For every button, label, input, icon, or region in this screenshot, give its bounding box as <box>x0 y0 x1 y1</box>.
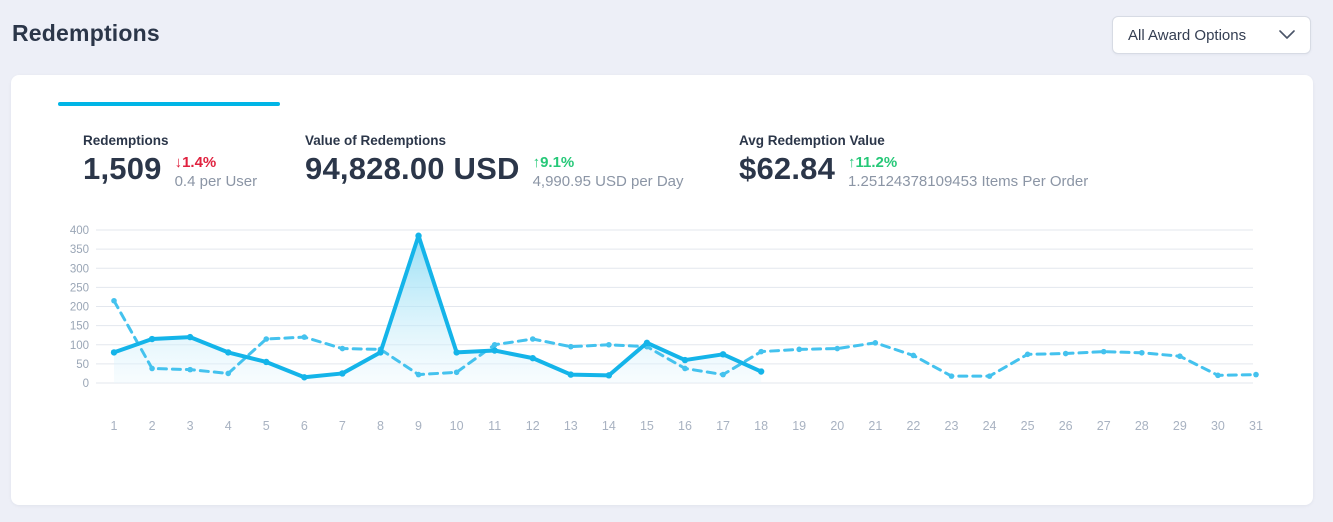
arrow-up-icon: ↑ <box>532 154 541 171</box>
kpi-label: Redemptions <box>83 133 169 148</box>
arrow-down-icon: ↓ <box>174 154 183 171</box>
svg-text:29: 29 <box>1173 419 1187 433</box>
svg-text:18: 18 <box>754 419 768 433</box>
svg-text:10: 10 <box>450 419 464 433</box>
svg-text:7: 7 <box>339 419 346 433</box>
svg-text:11: 11 <box>488 419 501 433</box>
svg-text:27: 27 <box>1097 419 1111 433</box>
kpi-delta: ↑9.1% <box>532 154 575 171</box>
kpi-value: 94,828.00 USD <box>305 151 520 186</box>
svg-text:21: 21 <box>868 419 882 433</box>
kpi-subtext: 0.4 per User <box>174 172 258 190</box>
svg-text:4: 4 <box>225 419 232 433</box>
svg-text:350: 350 <box>70 244 89 256</box>
kpi-label: Avg Redemption Value <box>739 133 885 148</box>
page-title: Redemptions <box>12 20 160 46</box>
redemptions-trend-chart: 0 50 100 150 200 250 300 350 400 1 2 3 4 5 6 7 8 9 10 11 12 1… <box>11 215 1313 455</box>
svg-text:14: 14 <box>602 419 616 433</box>
svg-text:12: 12 <box>526 419 540 433</box>
svg-text:28: 28 <box>1135 419 1149 433</box>
kpi-value: 1,509 <box>83 151 162 186</box>
kpi-label: Value of Redemptions <box>305 133 447 148</box>
svg-text:24: 24 <box>983 419 997 433</box>
kpi-avg-redemption-value: Avg Redemption Value $62.84 ↑11.2% 1.251… <box>739 133 1088 192</box>
kpi-value-of-redemptions: Value of Redemptions 94,828.00 USD ↑9.1%… <box>305 133 684 192</box>
svg-text:50: 50 <box>76 359 89 371</box>
kpi-subtext: 4,990.95 USD per Day <box>532 172 684 190</box>
svg-text:16: 16 <box>678 419 692 433</box>
svg-text:9: 9 <box>415 419 422 433</box>
svg-text:13: 13 <box>564 419 578 433</box>
kpi-redemptions: Redemptions 1,509 ↓1.4% 0.4 per User <box>83 133 257 192</box>
svg-text:3: 3 <box>187 419 194 433</box>
svg-text:25: 25 <box>1021 419 1035 433</box>
kpi-delta: ↑11.2% <box>848 154 898 171</box>
svg-text:300: 300 <box>70 263 89 275</box>
award-options-dropdown[interactable]: All Award Options <box>1112 16 1311 54</box>
svg-text:22: 22 <box>906 419 920 433</box>
svg-text:400: 400 <box>70 225 89 237</box>
redemptions-card: Redemptions 1,509 ↓1.4% 0.4 per User Val… <box>11 75 1313 505</box>
kpi-delta: ↓1.4% <box>174 154 217 171</box>
svg-text:5: 5 <box>263 419 270 433</box>
svg-text:250: 250 <box>70 282 89 294</box>
svg-text:20: 20 <box>830 419 844 433</box>
svg-text:23: 23 <box>945 419 959 433</box>
svg-text:30: 30 <box>1211 419 1225 433</box>
svg-text:100: 100 <box>70 340 89 352</box>
svg-text:8: 8 <box>377 419 384 433</box>
award-options-dropdown-value: All Award Options <box>1128 26 1247 44</box>
svg-text:1: 1 <box>111 419 118 433</box>
kpi-value: $62.84 <box>739 151 836 186</box>
kpi-subtext: 1.25124378109453 Items Per Order <box>848 172 1089 190</box>
svg-text:200: 200 <box>70 302 89 314</box>
svg-text:6: 6 <box>301 419 308 433</box>
svg-text:26: 26 <box>1059 419 1073 433</box>
svg-text:17: 17 <box>716 419 730 433</box>
arrow-up-icon: ↑ <box>848 154 856 171</box>
svg-text:2: 2 <box>149 419 156 433</box>
svg-text:150: 150 <box>70 321 89 333</box>
chevron-down-icon <box>1279 26 1295 44</box>
svg-text:31: 31 <box>1249 419 1263 433</box>
svg-text:19: 19 <box>792 419 806 433</box>
tab-active-indicator <box>58 102 280 106</box>
svg-text:15: 15 <box>640 419 654 433</box>
svg-text:0: 0 <box>83 378 89 390</box>
